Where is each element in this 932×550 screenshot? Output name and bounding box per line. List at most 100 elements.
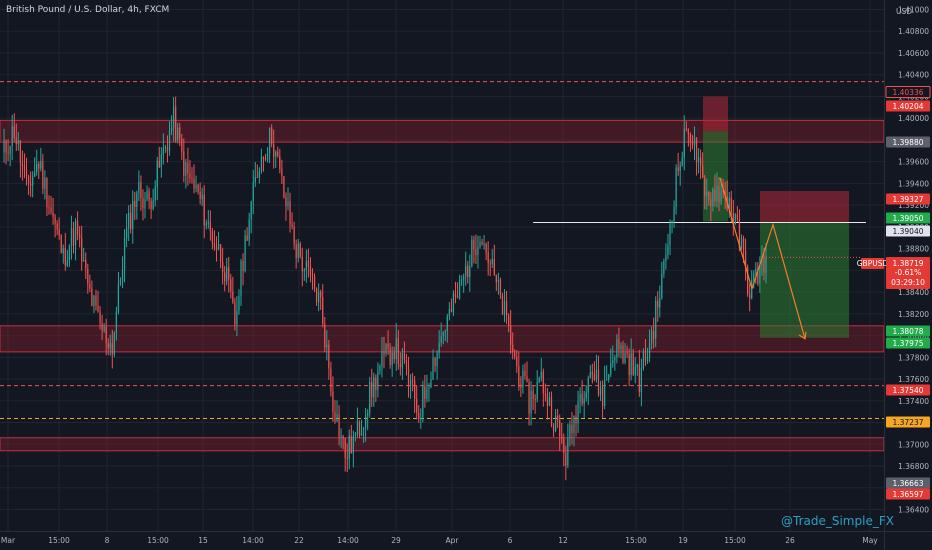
candle-body bbox=[636, 364, 638, 367]
candle-body bbox=[544, 393, 547, 395]
time-axis[interactable]: Mar 15:00 8 15:00 15 14:00 22 14:00 29 Apr 6 12 15:0… bbox=[1, 536, 878, 545]
candle-body bbox=[495, 274, 497, 283]
y-tick-label: 1.41000 bbox=[898, 6, 929, 15]
candle-body bbox=[285, 197, 287, 207]
candle-body bbox=[273, 143, 275, 157]
candle-body bbox=[125, 227, 128, 239]
candle-body bbox=[569, 424, 571, 439]
candle-body bbox=[603, 380, 606, 406]
candle-body bbox=[177, 127, 179, 141]
candle-body bbox=[336, 413, 338, 422]
price-badge-text: 1.37975 bbox=[892, 339, 923, 348]
candle-body bbox=[172, 106, 175, 129]
candle-body bbox=[260, 156, 263, 172]
candle-body bbox=[299, 243, 301, 258]
candle-body bbox=[505, 300, 508, 316]
candle-body bbox=[442, 332, 444, 337]
candle-body bbox=[757, 268, 759, 284]
candle-body bbox=[702, 165, 704, 178]
candle-body bbox=[765, 257, 767, 274]
candle-body bbox=[268, 127, 271, 154]
candle-body bbox=[644, 352, 647, 362]
candle-body bbox=[554, 415, 557, 432]
candle-body bbox=[677, 167, 679, 172]
candle-body bbox=[181, 138, 183, 152]
candle-body bbox=[401, 352, 404, 368]
candle-body bbox=[424, 386, 426, 399]
candle-body bbox=[254, 177, 256, 183]
x-tick-label: 15 bbox=[198, 536, 208, 545]
candle-body bbox=[203, 194, 205, 226]
candle-body bbox=[301, 257, 303, 272]
candle-body bbox=[85, 259, 87, 269]
current-price-value: 1.38719 bbox=[892, 259, 923, 268]
candle-body bbox=[164, 147, 167, 149]
candle-body bbox=[589, 372, 591, 379]
candle-body bbox=[275, 151, 277, 157]
price-badge bbox=[886, 225, 930, 237]
candle-body bbox=[434, 357, 436, 367]
candle-body bbox=[64, 247, 66, 266]
candle-body bbox=[481, 242, 483, 245]
candle-body bbox=[599, 386, 602, 395]
candle-body bbox=[679, 165, 681, 172]
x-tick-label: 22 bbox=[294, 536, 304, 545]
price-badge-text: 1.36597 bbox=[892, 490, 923, 499]
candle-body bbox=[103, 326, 105, 331]
candle-body bbox=[444, 330, 446, 333]
candle-body bbox=[56, 223, 58, 230]
candle-body bbox=[117, 283, 120, 312]
candle-body bbox=[11, 126, 13, 146]
y-tick-label: 1.40400 bbox=[898, 71, 929, 80]
candle-body bbox=[463, 276, 465, 280]
candle-body bbox=[224, 272, 226, 282]
candle-body bbox=[751, 279, 753, 299]
candle-body bbox=[673, 206, 675, 221]
y-tick-label: 1.40800 bbox=[898, 27, 929, 36]
candle-body bbox=[367, 413, 369, 416]
candle-body bbox=[405, 359, 408, 367]
candle-body bbox=[211, 231, 214, 244]
candle-body bbox=[230, 279, 232, 292]
candle-body bbox=[234, 302, 236, 325]
candle-body bbox=[52, 212, 54, 218]
candle-body bbox=[681, 157, 683, 166]
candle-body bbox=[197, 184, 199, 192]
candle-body bbox=[262, 156, 265, 159]
candle-body bbox=[375, 377, 377, 390]
candle-body bbox=[297, 243, 299, 258]
candle-body bbox=[291, 224, 293, 227]
zone-band bbox=[0, 119, 885, 143]
candle-body bbox=[293, 226, 295, 245]
candle-body bbox=[689, 134, 692, 143]
grid bbox=[0, 0, 884, 531]
candle-body bbox=[634, 366, 636, 375]
candle-body bbox=[42, 160, 44, 189]
candle-body bbox=[381, 351, 383, 367]
candle-body bbox=[21, 163, 24, 166]
candle-body bbox=[221, 261, 224, 273]
candle-body bbox=[746, 267, 749, 295]
candle-body bbox=[170, 128, 173, 132]
price-badge bbox=[886, 212, 930, 224]
candle-body bbox=[332, 391, 334, 412]
projected-path bbox=[751, 222, 806, 340]
price-badge bbox=[886, 193, 930, 205]
candle-body bbox=[501, 295, 504, 315]
candle-body bbox=[148, 191, 150, 201]
price-badge bbox=[886, 325, 930, 337]
x-tick-label: 8 bbox=[105, 536, 110, 545]
candle-body bbox=[728, 197, 730, 209]
candle-body bbox=[311, 274, 314, 277]
candle-body bbox=[399, 364, 401, 368]
candle-body bbox=[48, 207, 50, 209]
candle-body bbox=[215, 247, 218, 249]
candle-body bbox=[105, 326, 107, 343]
price-badge bbox=[886, 100, 930, 112]
price-badge-text: 1.40204 bbox=[892, 102, 923, 111]
candle-body bbox=[356, 421, 359, 435]
candle-body bbox=[530, 390, 532, 414]
candle-body bbox=[708, 192, 710, 200]
candle-body bbox=[718, 185, 720, 203]
